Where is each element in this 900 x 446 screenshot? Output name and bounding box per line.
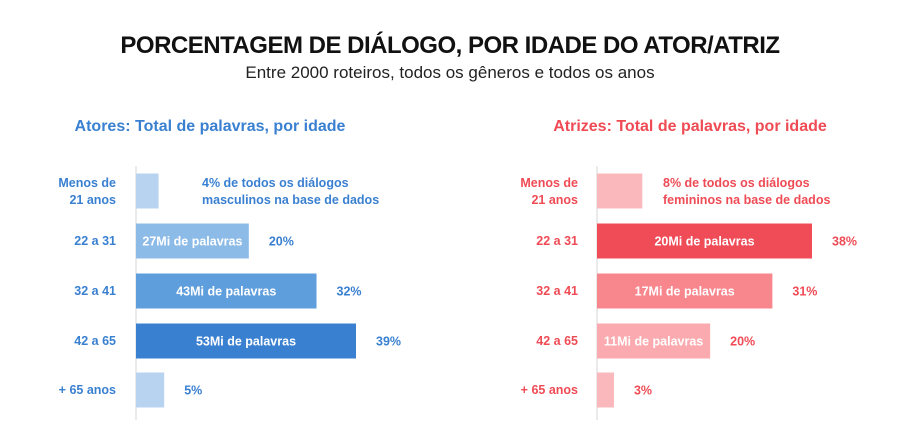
women-value-label-1: 38% <box>832 235 857 249</box>
women-bar-0 <box>597 173 643 209</box>
men-bar-inner-label-1: 27Mi de palavras <box>142 235 242 249</box>
women-category-label-3: 42 a 65 <box>536 334 578 348</box>
women-bar-inner-label-2: 17Mi de palavras <box>635 285 735 299</box>
men-bar-inner-label-2: 43Mi de palavras <box>176 285 276 299</box>
men-category-label-2: 32 a 41 <box>74 284 116 298</box>
women-value-label-2: 31% <box>792 285 817 299</box>
women-category-label-0-line1: 21 anos <box>531 193 578 207</box>
women-bar-3 <box>597 323 711 359</box>
men-category-label-4: + 65 anos <box>59 383 116 397</box>
men-annotation-line-0: 4% de todos os diálogos <box>202 176 349 190</box>
men-bar-4 <box>136 372 165 408</box>
men-bar-1 <box>136 223 249 259</box>
men-value-label-2: 32% <box>337 285 362 299</box>
men-value-label-1: 20% <box>269 235 294 249</box>
chart-title: PORCENTAGEM DE DIÁLOGO, POR IDADE DO ATO… <box>120 32 780 59</box>
men-value-label-4: 5% <box>184 384 202 398</box>
women-bar-inner-label-3: 11Mi de palavras <box>604 335 703 349</box>
chart-subtitle: Entre 2000 roteiros, todos os gêneros e … <box>245 63 655 82</box>
men-bar-3 <box>136 323 356 359</box>
men-panel-title: Atores: Total de palavras, por idade <box>75 118 346 135</box>
men-bar-2 <box>136 273 317 309</box>
men-category-label-0-line0: Menos de <box>58 176 116 190</box>
women-category-label-4: + 65 anos <box>521 383 578 397</box>
women-bar-inner-label-1: 20Mi de palavras <box>654 235 754 249</box>
women-category-label-0-line0: Menos de <box>520 176 578 190</box>
women-bar-4 <box>597 372 614 408</box>
women-annotation-line-1: femininos na base de dados <box>663 193 830 207</box>
men-category-label-1: 22 a 31 <box>74 234 116 248</box>
women-value-label-4: 3% <box>634 384 652 398</box>
women-bar-2 <box>597 273 773 309</box>
men-category-label-0-line1: 21 anos <box>69 193 116 207</box>
women-category-label-2: 32 a 41 <box>536 284 578 298</box>
men-value-label-3: 39% <box>376 335 401 349</box>
women-panel-title: Atrizes: Total de palavras, por idade <box>553 118 827 135</box>
women-value-label-3: 20% <box>730 335 755 349</box>
men-bar-0 <box>136 173 159 209</box>
men-category-label-3: 42 a 65 <box>74 334 116 348</box>
men-annotation-line-1: masculinos na base de dados <box>202 193 379 207</box>
women-category-label-1: 22 a 31 <box>536 234 578 248</box>
women-annotation-line-0: 8% de todos os diálogos <box>663 176 810 190</box>
men-bar-inner-label-3: 53Mi de palavras <box>196 335 296 349</box>
women-bar-1 <box>597 223 812 259</box>
